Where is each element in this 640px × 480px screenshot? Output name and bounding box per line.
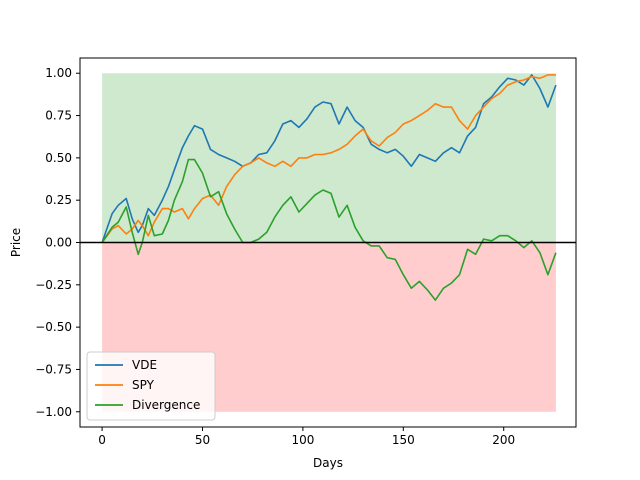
x-axis-label: Days [313,456,343,470]
y-tick-label: −0.25 [35,278,72,292]
y-axis-label: Price [9,228,23,257]
y-tick-label: −0.50 [35,320,72,334]
x-tick-label: 0 [98,433,106,447]
y-tick-label: −1.00 [35,405,72,419]
x-tick-label: 150 [392,433,415,447]
y-tick-label: 0.75 [45,109,72,123]
legend-label-spy: SPY [132,378,155,392]
y-tick-label: −0.75 [35,362,72,376]
x-tick-label: 50 [195,433,210,447]
y-tick-label: 0.50 [45,151,72,165]
y-tick-label: 0.25 [45,193,72,207]
series-lines [101,74,557,301]
x-ticks: 0 50 100 150 200 [98,427,515,447]
series-line-spy [101,74,556,243]
legend-label-vde: VDE [132,358,157,372]
band-0 [102,73,556,243]
y-ticks: −1.00 −0.75 −0.50 −0.25 0.00 0.25 0.50 0.75 1.00 [35,66,80,419]
shaded-bands [102,73,556,412]
series-line-divergence [101,158,557,301]
x-tick-label: 200 [492,433,515,447]
legend-box [86,351,216,421]
series-line-vde [101,74,557,243]
legend: VDE SPY Divergence [86,351,216,421]
x-tick-label: 100 [291,433,314,447]
legend-label-divergence: Divergence [132,398,200,412]
y-tick-label: 1.00 [45,66,72,80]
y-tick-label: 0.00 [45,236,72,250]
